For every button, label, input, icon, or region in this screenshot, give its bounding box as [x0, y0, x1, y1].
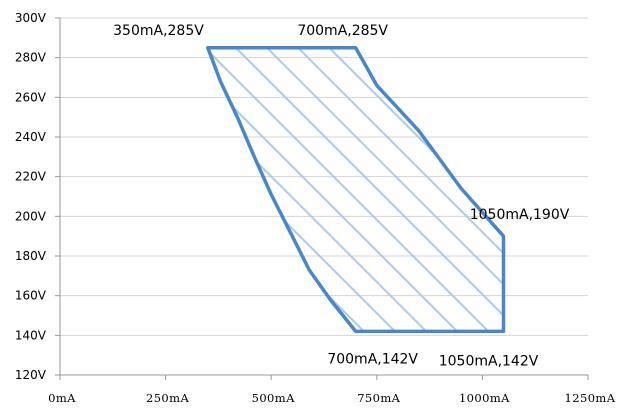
- annotation-label: 700mA,142V: [327, 351, 418, 367]
- point-annotations: 350mA,285V 700mA,285V 1050mA,190V 700mA,142…: [113, 23, 570, 370]
- y-tick-label: 200V: [15, 209, 47, 223]
- x-tick-label: 1000mA: [459, 391, 510, 405]
- y-tick-label: 180V: [15, 249, 47, 263]
- axes: [55, 17, 589, 380]
- y-tick-label: 220V: [15, 170, 47, 184]
- annotation-label: 350mA,285V: [113, 23, 204, 39]
- x-tick-label: 500mA: [252, 391, 295, 405]
- x-tick-label: 0mA: [48, 391, 76, 405]
- y-tick-label: 240V: [15, 130, 47, 144]
- annotation-label: 700mA,285V: [297, 23, 388, 39]
- annotation-label: 1050mA,190V: [470, 207, 570, 223]
- operating-region: [206, 46, 506, 334]
- x-tick-label: 750mA: [357, 391, 400, 405]
- x-tick-label: 250mA: [146, 391, 189, 405]
- y-tick-label: 160V: [15, 289, 47, 303]
- y-tick-label: 300V: [15, 11, 47, 25]
- y-axis-tick-labels: 120V 140V 160V 180V 200V 220V 240V 260V 280V 300V: [15, 11, 47, 382]
- y-tick-label: 280V: [15, 51, 47, 65]
- annotation-label: 1050mA,142V: [439, 353, 539, 369]
- x-axis-tick-labels: 0mA 250mA 500mA 750mA 1000mA 1250mA: [48, 391, 616, 405]
- y-tick-label: 140V: [15, 328, 47, 342]
- y-tick-label: 260V: [15, 90, 47, 104]
- x-tick-label: 1250mA: [565, 391, 616, 405]
- operating-region-area: [206, 46, 506, 334]
- y-tick-label: 120V: [15, 368, 47, 382]
